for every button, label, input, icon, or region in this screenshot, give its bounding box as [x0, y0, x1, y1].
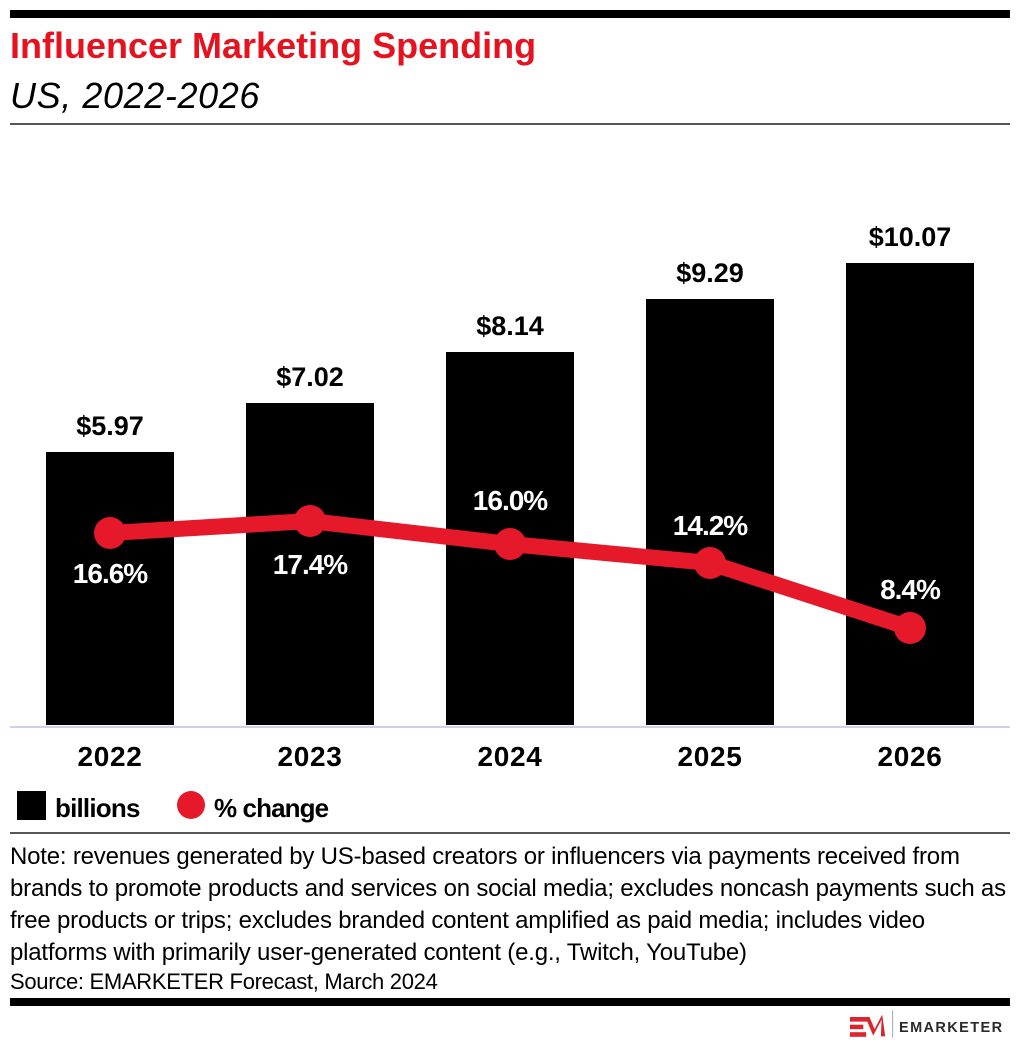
svg-text:EMARKETER: EMARKETER — [899, 1020, 1003, 1036]
